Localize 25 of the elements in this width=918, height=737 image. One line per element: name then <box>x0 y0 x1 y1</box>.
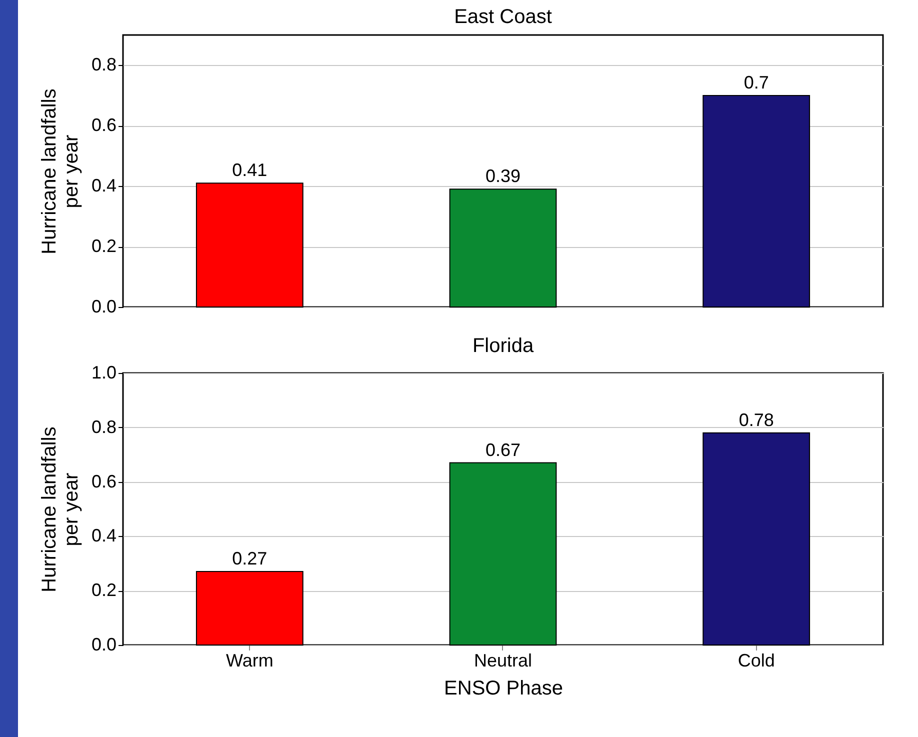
y-tick-label: 0.2 <box>91 236 116 256</box>
x-tick-label: Cold <box>738 650 775 670</box>
y-axis-title: Hurricane landfalls per year <box>38 88 82 254</box>
y-tick-label: 1.0 <box>91 362 116 382</box>
y-tick-label: 0.6 <box>91 471 116 492</box>
data-label: 0.41 <box>232 160 268 180</box>
chart-title: East Coast <box>454 6 552 28</box>
data-label: 0.27 <box>232 548 268 569</box>
x-tick-label: Neutral <box>474 650 532 670</box>
y-tick-label: 0.0 <box>91 296 116 316</box>
x-axis-title: ENSO Phase <box>444 678 563 700</box>
y-axis-title: Hurricane landfalls per year <box>38 426 82 592</box>
data-label: 0.78 <box>738 410 774 430</box>
y-tick-label: 0.2 <box>91 580 116 600</box>
y-tick-label: 0.6 <box>91 115 116 136</box>
y-tick-label: 0.4 <box>91 176 116 196</box>
y-tick-label: 0.4 <box>91 526 116 546</box>
y-tick-label: 0.8 <box>91 416 116 437</box>
y-tick-label: 0.8 <box>91 54 116 75</box>
data-label: 0.67 <box>485 440 521 460</box>
x-tick-label: Warm <box>226 650 274 670</box>
data-label: 0.39 <box>485 166 521 186</box>
chart-title: Florida <box>472 335 534 357</box>
data-label: 0.7 <box>744 72 769 92</box>
y-tick-label: 0.0 <box>91 634 116 654</box>
